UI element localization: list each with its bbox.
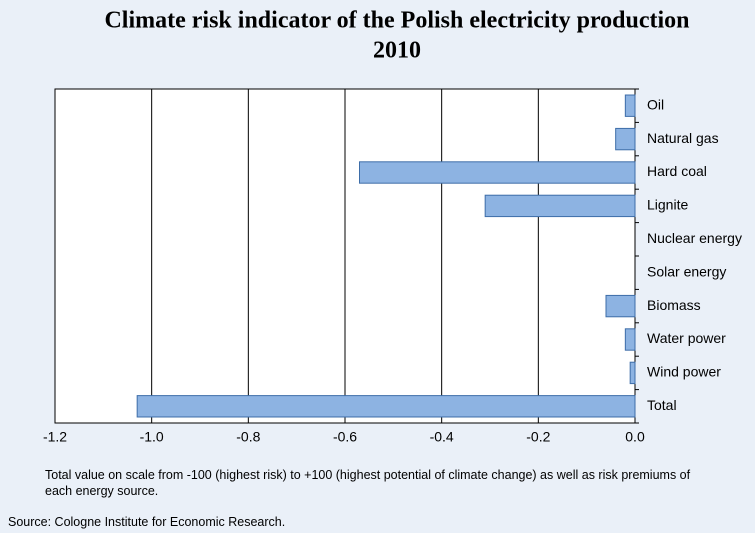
x-tick-label: -0.8 [236,429,260,445]
x-tick-label: -1.0 [140,429,164,445]
bar [629,361,636,385]
bar [136,395,636,418]
y-tick-label: Natural gas [647,130,719,146]
chart-title: Climate risk indicator of the Polish ele… [104,8,689,34]
bar [605,294,636,318]
bar [359,161,636,184]
bar [624,94,636,117]
x-tick-label: -1.2 [43,429,67,445]
y-tick-label: Wind power [647,364,721,380]
y-tick-label: Lignite [647,197,688,213]
x-tick-label: -0.4 [430,429,454,445]
y-tick-label: Biomass [647,297,701,313]
y-tick-label: Nuclear energy [647,230,742,246]
y-tick-label: Hard coal [647,163,707,179]
bar [615,127,636,151]
x-tick-label: -0.2 [526,429,550,445]
chart-subtitle: 2010 [373,38,421,64]
x-tick-label: 0.0 [625,429,645,445]
bar [624,328,636,351]
y-tick-label: Solar energy [647,263,726,279]
source: Source: Cologne Institute for Economic R… [8,515,286,529]
x-tick-label: -0.6 [333,429,357,445]
bar [484,194,636,218]
note: Total value on scale from -100 (highest … [45,468,691,498]
y-tick-label: Water power [647,330,726,346]
y-tick-label: Oil [647,96,664,112]
y-tick-label: Total [647,397,677,413]
